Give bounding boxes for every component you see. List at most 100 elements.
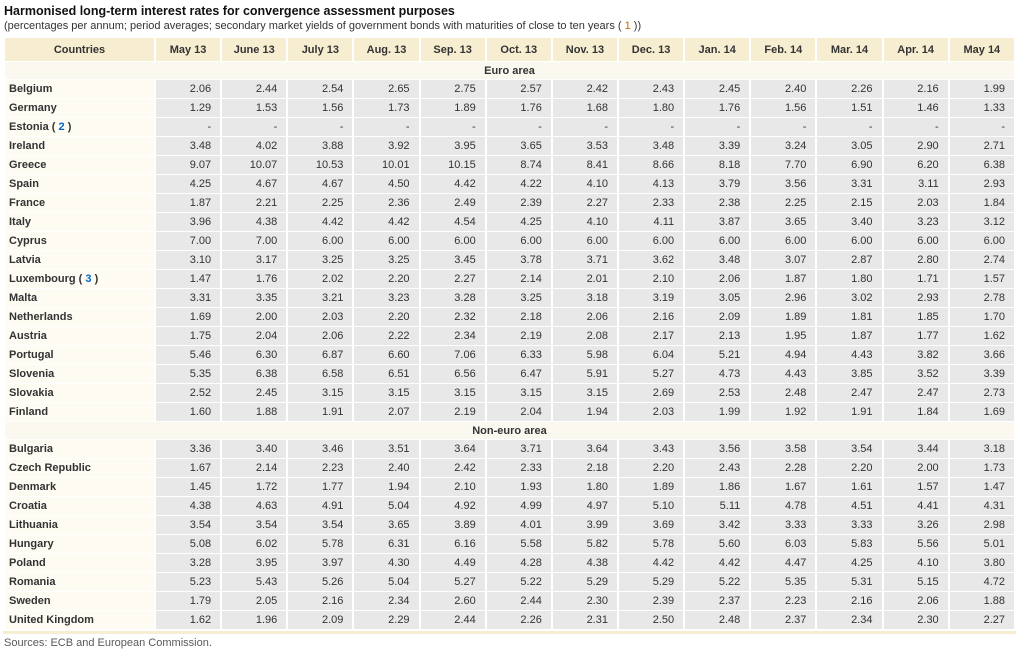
- value-cell: 2.22: [354, 327, 419, 345]
- value-cell: 6.00: [751, 232, 816, 250]
- column-header-month: Sep. 13: [420, 38, 485, 61]
- value-cell: 5.56: [883, 535, 948, 553]
- value-cell: 1.92: [751, 403, 816, 421]
- value-cell: 1.89: [618, 478, 684, 496]
- value-cell: 2.25: [751, 194, 816, 212]
- value-cell: 5.10: [618, 497, 684, 515]
- table-bottom-rule: [3, 631, 1016, 634]
- country-cell: Slovenia: [5, 365, 154, 383]
- value-cell: 4.91: [288, 497, 353, 515]
- value-cell: 2.23: [288, 459, 353, 477]
- value-cell: 6.00: [354, 232, 419, 250]
- value-cell: 2.75: [420, 80, 485, 98]
- country-cell: Latvia: [5, 251, 154, 269]
- country-cell: Malta: [5, 289, 154, 307]
- column-header-month: July 13: [288, 38, 353, 61]
- value-cell: 3.96: [156, 213, 221, 231]
- value-cell: 6.02: [222, 535, 287, 553]
- value-cell: 3.48: [618, 137, 684, 155]
- value-cell: 2.04: [222, 327, 287, 345]
- value-cell: 3.15: [288, 384, 353, 402]
- value-cell: 2.37: [751, 611, 816, 629]
- country-cell: Slovakia: [5, 384, 154, 402]
- value-cell: 9.07: [156, 156, 221, 174]
- value-cell: 1.76: [222, 270, 287, 288]
- value-cell: 5.60: [685, 535, 750, 553]
- value-cell: 1.76: [486, 99, 551, 117]
- value-cell: 1.93: [486, 478, 551, 496]
- value-cell: 4.50: [354, 175, 419, 193]
- value-cell: 3.54: [288, 516, 353, 534]
- value-cell: 6.30: [222, 346, 287, 364]
- value-cell: 3.33: [817, 516, 882, 534]
- value-cell: 6.20: [883, 156, 948, 174]
- value-cell: 2.44: [486, 592, 551, 610]
- value-cell: 2.43: [618, 80, 684, 98]
- value-cell: 2.39: [486, 194, 551, 212]
- value-cell: 4.94: [751, 346, 816, 364]
- value-cell: 2.00: [222, 308, 287, 326]
- value-cell: 4.10: [883, 554, 948, 572]
- value-cell: 2.04: [486, 403, 551, 421]
- value-cell: 2.29: [354, 611, 419, 629]
- value-cell: 4.13: [618, 175, 684, 193]
- country-cell: Lithuania: [5, 516, 154, 534]
- value-cell: 3.31: [817, 175, 882, 193]
- country-cell: Luxembourg ( 3 ): [5, 270, 154, 288]
- value-cell: 4.31: [949, 497, 1014, 515]
- value-cell: 2.33: [486, 459, 551, 477]
- value-cell: 2.20: [354, 270, 419, 288]
- value-cell: 5.78: [618, 535, 684, 553]
- table-row: Romania 5.23 5.43 5.26 5.04 5.27 5.22 5.29 5.29 5…: [5, 573, 1014, 591]
- footnote-ref-3[interactable]: 3: [85, 273, 92, 285]
- value-cell: 5.22: [486, 573, 551, 591]
- value-cell: 2.80: [883, 251, 948, 269]
- value-cell: 1.86: [685, 478, 750, 496]
- table-row: Latvia 3.10 3.17 3.25 3.25 3.45 3.78 3.71 3.62 3.…: [5, 251, 1014, 269]
- value-cell: 5.83: [817, 535, 882, 553]
- value-cell: 3.64: [552, 440, 617, 458]
- value-cell: 1.56: [751, 99, 816, 117]
- table-row: Croatia 4.38 4.63 4.91 5.04 4.92 4.99 4.97 5.10 5…: [5, 497, 1014, 515]
- value-cell: 6.38: [222, 365, 287, 383]
- value-cell: 6.90: [817, 156, 882, 174]
- value-cell: 2.03: [618, 403, 684, 421]
- value-cell: 2.40: [354, 459, 419, 477]
- value-cell: 2.73: [949, 384, 1014, 402]
- value-cell: 10.53: [288, 156, 353, 174]
- footnote-ref-1[interactable]: 1: [624, 20, 631, 32]
- country-cell: Croatia: [5, 497, 154, 515]
- value-cell: 4.78: [751, 497, 816, 515]
- value-cell: 1.88: [222, 403, 287, 421]
- value-cell: 2.54: [288, 80, 353, 98]
- value-cell: 5.82: [552, 535, 617, 553]
- value-cell: 4.42: [618, 554, 684, 572]
- value-cell: 2.16: [288, 592, 353, 610]
- value-cell: 5.98: [552, 346, 617, 364]
- table-row: Czech Republic 1.67 2.14 2.23 2.40 2.42 2.33 2.…: [5, 459, 1014, 477]
- table-row: France 1.87 2.21 2.25 2.36 2.49 2.39 2.27 2.33 2.…: [5, 194, 1014, 212]
- value-cell: 2.26: [817, 80, 882, 98]
- country-cell: Bulgaria: [5, 440, 154, 458]
- value-cell: 1.87: [817, 327, 882, 345]
- country-cell: Portugal: [5, 346, 154, 364]
- value-cell: 2.49: [420, 194, 485, 212]
- value-cell: 2.40: [751, 80, 816, 98]
- value-cell: 4.99: [486, 497, 551, 515]
- value-cell: 3.40: [222, 440, 287, 458]
- page-title: Harmonised long-term interest rates for …: [4, 4, 455, 18]
- value-cell: 1.53: [222, 99, 287, 117]
- value-cell: 1.67: [156, 459, 221, 477]
- value-cell: 4.22: [486, 175, 551, 193]
- footnote-ref-2[interactable]: 2: [58, 121, 65, 133]
- value-cell: 5.08: [156, 535, 221, 553]
- value-cell: 1.76: [685, 99, 750, 117]
- value-cell: 5.27: [420, 573, 485, 591]
- value-cell: 4.97: [552, 497, 617, 515]
- value-cell: 6.00: [949, 232, 1014, 250]
- value-cell: 1.47: [156, 270, 221, 288]
- value-cell: 3.33: [751, 516, 816, 534]
- value-cell: 4.47: [751, 554, 816, 572]
- value-cell: 10.15: [420, 156, 485, 174]
- value-cell: 2.18: [486, 308, 551, 326]
